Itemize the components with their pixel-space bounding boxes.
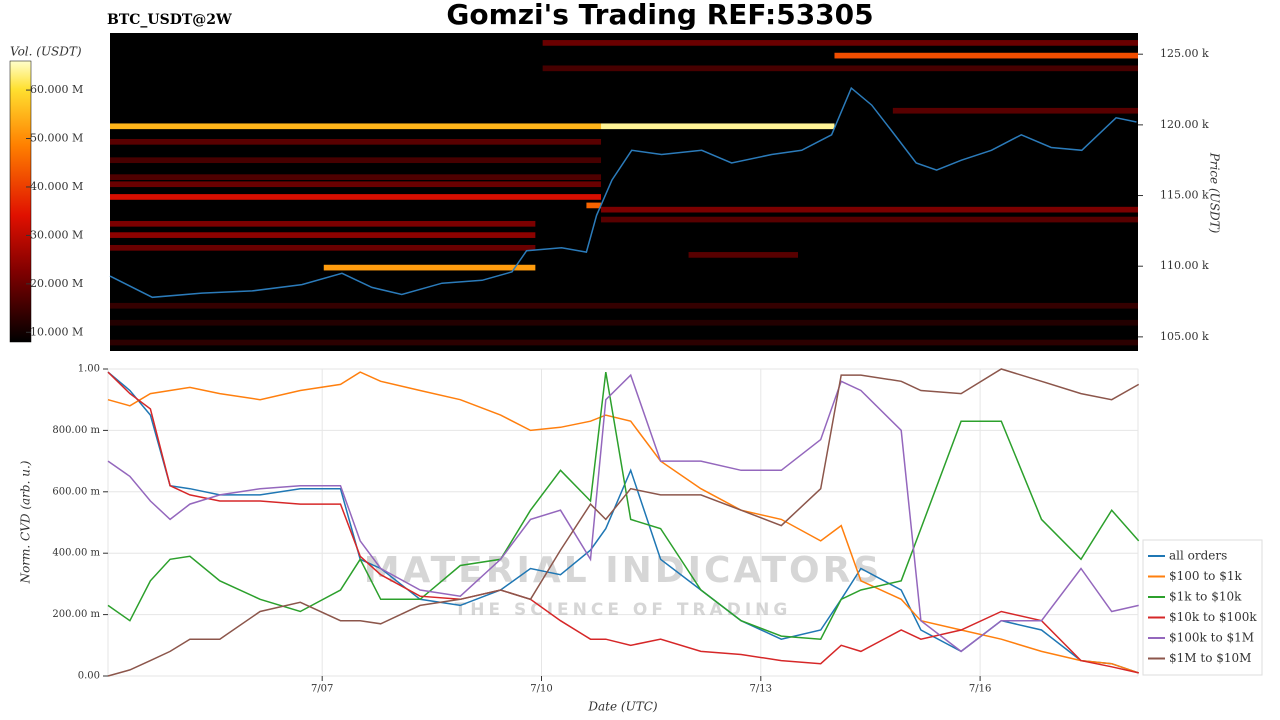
legend-label: $1M to $10M <box>1169 651 1251 665</box>
watermark: THE SCIENCE OF TRADING <box>455 600 792 620</box>
y-tick-label: 125.00 k <box>1160 47 1209 60</box>
heat-cell <box>110 194 602 200</box>
heat-cell <box>110 339 1138 346</box>
cvd-line <box>107 371 1139 674</box>
legend-label: $100k to $1M <box>1169 631 1254 645</box>
price-line <box>109 86 1137 299</box>
cvd-line <box>107 371 1140 640</box>
symbol-label: BTC_USDT@2W <box>107 12 232 28</box>
colorbar-tick-label: 30.000 M <box>30 228 83 241</box>
heat-cell <box>110 220 536 227</box>
heat-cell <box>688 252 799 258</box>
y-tick-label: 105.00 k <box>1160 330 1209 343</box>
legend <box>1142 539 1263 676</box>
heat-cell <box>110 244 536 251</box>
y-axis-label: Norm. CVD (arb. u.) <box>19 460 33 584</box>
heat-cell <box>110 232 536 238</box>
cvd-line <box>107 371 1139 674</box>
colorbar-label: Vol. (USDT) <box>10 45 82 59</box>
colorbar-tick-label: 60.000 M <box>30 83 83 96</box>
x-axis-label: Date (UTC) <box>587 700 657 714</box>
heat-cell <box>586 202 602 209</box>
plot-area <box>107 368 1139 677</box>
legend-label: all orders <box>1169 549 1227 563</box>
x-tick-label: 7/10 <box>530 684 552 695</box>
heat-cell <box>110 157 602 164</box>
y-tick-label: 200.00 m <box>52 609 100 620</box>
heat-cell <box>542 65 1138 72</box>
heat-cell <box>892 107 1138 114</box>
y-tick-label: 120.00 k <box>1160 118 1209 131</box>
colorbar-tick-label: 20.000 M <box>30 277 83 290</box>
y-tick-label: 110.00 k <box>1160 259 1209 272</box>
y-tick-label: 0.00 <box>78 671 100 682</box>
heatmap-background <box>110 33 1138 351</box>
heat-cell <box>601 123 835 130</box>
heat-cell <box>110 138 602 145</box>
cvd-line <box>107 371 1139 674</box>
heat-cell <box>834 52 1138 59</box>
cvd-line <box>107 373 1139 653</box>
colorbar-tick-label: 40.000 M <box>30 180 83 193</box>
colorbar-tick-label: 10.000 M <box>30 325 83 338</box>
colorbar <box>9 60 32 343</box>
cvd-line <box>107 368 1140 677</box>
heat-cell <box>110 174 602 180</box>
legend-label: $1k to $10k <box>1169 590 1242 604</box>
heat-cell <box>542 40 1138 46</box>
x-tick-label: 7/07 <box>311 684 333 695</box>
heat-cell <box>110 123 602 130</box>
chart-title: Gomzi's Trading REF:53305 <box>446 0 873 31</box>
watermark: MATERIAL INDICATORS <box>364 550 883 591</box>
heat-cell <box>323 264 536 271</box>
heat-cell <box>110 302 1138 309</box>
heat-cell <box>601 206 1138 213</box>
y-tick-label: 1.00 <box>78 364 100 375</box>
x-tick-label: 7/16 <box>969 684 991 695</box>
colorbar-tick-label: 50.000 M <box>30 132 83 145</box>
y-axis-label: Price (USDT) <box>1208 152 1222 234</box>
y-tick-label: 400.00 m <box>52 548 100 559</box>
y-tick-label: 115.00 k <box>1160 189 1209 202</box>
heat-cell <box>110 319 1138 326</box>
y-tick-label: 600.00 m <box>52 486 100 497</box>
legend-label: $10k to $100k <box>1169 610 1257 624</box>
legend-label: $100 to $1k <box>1169 569 1242 583</box>
y-tick-label: 800.00 m <box>52 425 100 436</box>
x-tick-label: 7/13 <box>750 684 772 695</box>
heat-cell <box>601 216 1138 223</box>
heat-cell <box>110 181 602 188</box>
